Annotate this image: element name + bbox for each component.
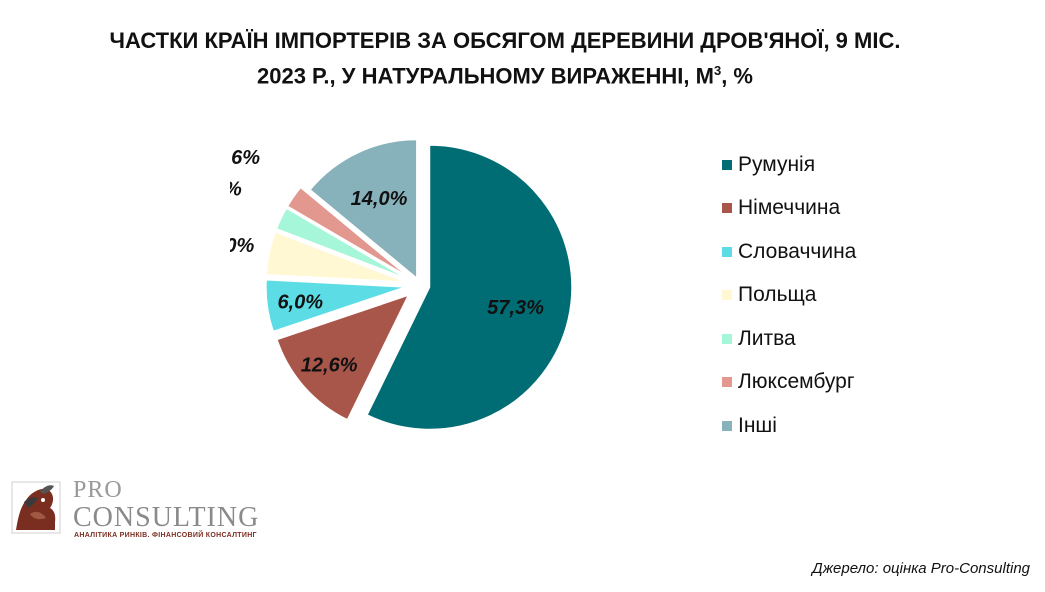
chart-title-superscript: 3 — [713, 63, 722, 78]
chart-title: ЧАСТКИ КРАЇН ІМПОРТЕРІВ ЗА ОБСЯГОМ ДЕРЕВ… — [0, 26, 1010, 91]
legend-label: Люксембург — [738, 370, 855, 394]
pie-data-label-6: 2,6% — [230, 147, 260, 169]
source-note: Джерело: оцінка Pro-Consulting — [812, 560, 1030, 577]
legend-label: Інші — [738, 413, 777, 437]
legend-swatch — [722, 290, 732, 301]
pie-data-label-1: 57,3% — [487, 297, 544, 319]
legend-swatch — [722, 420, 732, 431]
legend-swatch — [722, 159, 732, 170]
legend-label: Польща — [738, 283, 817, 307]
pie-data-label-3: 6,0% — [277, 291, 323, 313]
pie-slice-5 — [276, 207, 406, 279]
company-logo: PRO CONSULTING АНАЛІТИКА РИНКІВ. ФІНАНСО… — [10, 477, 280, 542]
legend-swatch — [722, 377, 732, 388]
legend-swatch — [722, 333, 732, 344]
legend-item-1: Румунія — [722, 143, 856, 187]
pie-chart: 57,3% 12,6% 6,0% 5,0% 2,6% 2,6% 14,0% — [230, 139, 573, 430]
legend-swatch — [722, 246, 732, 257]
pie-slice-3 — [265, 279, 405, 332]
legend-item-4: Польща — [722, 274, 856, 318]
chart-title-line2: 2023 Р., У НАТУРАЛЬНОМУ ВИРАЖЕННІ, М3, % — [0, 56, 1010, 91]
logo-consulting-text: CONSULTING — [73, 502, 260, 533]
legend-label: Румунія — [738, 152, 816, 176]
chart-title-line2-text: 2023 Р., У НАТУРАЛЬНОМУ ВИРАЖЕННІ, М — [257, 63, 714, 89]
logo-tagline: АНАЛІТИКА РИНКІВ. ФІНАНСОВИЙ КОНСАЛТИНГ — [74, 532, 257, 539]
logo-emblem-icon — [11, 481, 61, 534]
pie-slice-7 — [309, 139, 418, 279]
legend-label: Литва — [738, 326, 796, 350]
legend-item-5: Литва — [722, 317, 856, 361]
logo-pro-text: PRO — [73, 477, 123, 503]
pie-slice-4 — [266, 231, 405, 283]
legend-item-7: Інші — [722, 404, 856, 448]
pie-data-label-5: 2,6% — [230, 179, 242, 201]
legend-item-3: Словаччина — [722, 230, 856, 274]
legend-label: Словаччина — [738, 239, 857, 263]
chart-title-line1: ЧАСТКИ КРАЇН ІМПОРТЕРІВ ЗА ОБСЯГОМ ДЕРЕВ… — [109, 28, 901, 53]
legend-label: Німеччина — [738, 196, 841, 220]
chart-title-line2-suffix: , % — [721, 63, 753, 89]
pie-data-label-4: 5,0% — [230, 235, 255, 257]
legend-item-2: Німеччина — [722, 187, 856, 231]
pie-slice-1 — [366, 144, 573, 430]
pie-slice-6 — [287, 187, 408, 277]
pie-data-label-7: 14,0% — [351, 188, 408, 210]
chart-legend: Румунія Німеччина Словаччина Польща Литва Люк… — [722, 143, 856, 448]
legend-swatch — [722, 203, 732, 214]
pie-slice-2 — [276, 294, 409, 421]
pie-data-label-2: 12,6% — [301, 355, 358, 377]
legend-item-6: Люксембург — [722, 361, 856, 405]
